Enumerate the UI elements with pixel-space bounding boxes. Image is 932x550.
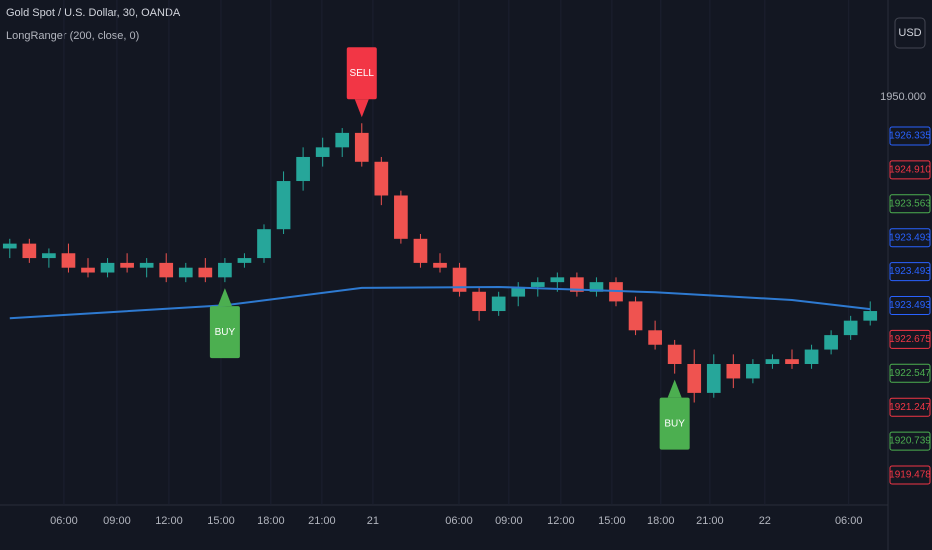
signal-box xyxy=(209,306,240,359)
x-tick-label: 18:00 xyxy=(257,515,285,527)
currency-label[interactable]: USD xyxy=(898,27,921,39)
price-tag xyxy=(889,126,931,146)
price-tag-label: 1923.493 xyxy=(889,266,931,277)
signal-label: BUY xyxy=(664,418,685,429)
candle-body xyxy=(452,267,467,292)
candle-body xyxy=(472,291,486,312)
price-tag-label: 1919.478 xyxy=(889,470,931,481)
candle-body xyxy=(237,258,252,263)
price-tag-label: 1920.739 xyxy=(889,436,931,447)
price-tag xyxy=(889,329,931,349)
signal-box xyxy=(659,397,690,450)
candle-body xyxy=(100,262,115,273)
candle-body xyxy=(687,364,702,393)
candle-body xyxy=(178,267,193,278)
candle-body xyxy=(42,253,56,259)
candle-body xyxy=(726,364,741,379)
x-tick-label: 18:00 xyxy=(647,515,675,527)
x-tick-label: 06:00 xyxy=(445,515,473,527)
candle-body xyxy=(22,243,37,259)
candle-body xyxy=(374,161,389,196)
indicator-name: LongRanger (200, close, 0) xyxy=(6,30,139,42)
x-tick-label: 09:00 xyxy=(103,515,131,527)
chart-title: Gold Spot / U.S. Dollar, 30, OANDA xyxy=(6,7,181,19)
x-tick-label: 12:00 xyxy=(155,515,183,527)
signal-label: BUY xyxy=(215,327,236,338)
candle-body xyxy=(276,181,291,230)
price-tag-label: 1923.563 xyxy=(889,198,931,209)
price-tag xyxy=(889,262,931,282)
price-tag xyxy=(889,160,931,180)
candle-body xyxy=(159,262,174,278)
x-tick-label: 06:00 xyxy=(835,515,863,527)
candle-body xyxy=(765,359,780,364)
candle-body xyxy=(706,364,721,393)
candle-body xyxy=(315,147,330,157)
candle-body xyxy=(296,156,310,182)
candle-body xyxy=(394,195,408,239)
price-tag-label: 1923.493 xyxy=(889,232,931,243)
candle-body xyxy=(198,267,213,278)
candle-body xyxy=(804,349,819,364)
candle-body xyxy=(335,132,350,148)
price-tag xyxy=(889,296,931,315)
price-tag-label: 1926.335 xyxy=(889,131,931,142)
candle-body xyxy=(61,253,76,268)
candle-body xyxy=(530,282,545,287)
candle-body xyxy=(139,262,154,268)
x-tick-label: 15:00 xyxy=(207,515,235,527)
candle-body xyxy=(491,296,506,312)
candle-body xyxy=(824,335,838,350)
price-tag xyxy=(889,363,931,383)
candle-body xyxy=(785,359,799,364)
candle-body xyxy=(81,267,95,273)
price-tag-label: 1924.910 xyxy=(889,165,931,176)
price-tag xyxy=(889,228,931,248)
price-tag-label: 1922.547 xyxy=(889,368,931,379)
candle-body xyxy=(843,320,858,336)
x-tick-label: 09:00 xyxy=(495,515,523,527)
price-tag-label: 1923.493 xyxy=(889,300,931,311)
x-tick-label: 12:00 xyxy=(547,515,575,527)
currency-button[interactable] xyxy=(894,17,926,49)
price-tag xyxy=(889,194,931,214)
candle-body xyxy=(433,262,447,268)
candle-body xyxy=(413,238,428,263)
candle-body xyxy=(2,243,17,249)
price-tag-label: 1922.675 xyxy=(889,334,931,345)
signal-pointer xyxy=(667,379,682,398)
x-tick-label: 21:00 xyxy=(308,515,336,527)
x-tick-label: 21:00 xyxy=(696,515,724,527)
x-tick-label: 15:00 xyxy=(598,515,626,527)
candle-body xyxy=(550,277,565,283)
price-tag xyxy=(889,397,931,417)
price-scale-mark: 1950.000 xyxy=(880,91,926,103)
price-tag xyxy=(889,431,931,451)
candle-body xyxy=(257,229,271,259)
candle-body xyxy=(354,132,369,162)
x-tick-label: 22 xyxy=(759,515,771,527)
candle-body xyxy=(628,301,643,331)
signal-pointer xyxy=(354,99,369,118)
candle-body xyxy=(218,262,232,278)
candle-body xyxy=(746,364,760,379)
candle-body xyxy=(863,311,878,321)
candle-body xyxy=(511,286,526,297)
signal-pointer xyxy=(217,288,232,307)
candle-body xyxy=(120,262,134,268)
price-tag xyxy=(889,465,931,485)
candle-body xyxy=(667,344,682,364)
x-tick-label: 21 xyxy=(367,515,379,527)
price-tag-label: 1921.247 xyxy=(889,402,931,413)
candle-body xyxy=(570,277,584,292)
signal-box xyxy=(346,47,377,100)
signal-label: SELL xyxy=(350,68,375,79)
x-tick-label: 06:00 xyxy=(50,515,78,527)
candle-body xyxy=(648,330,662,345)
candle-body xyxy=(589,282,604,292)
